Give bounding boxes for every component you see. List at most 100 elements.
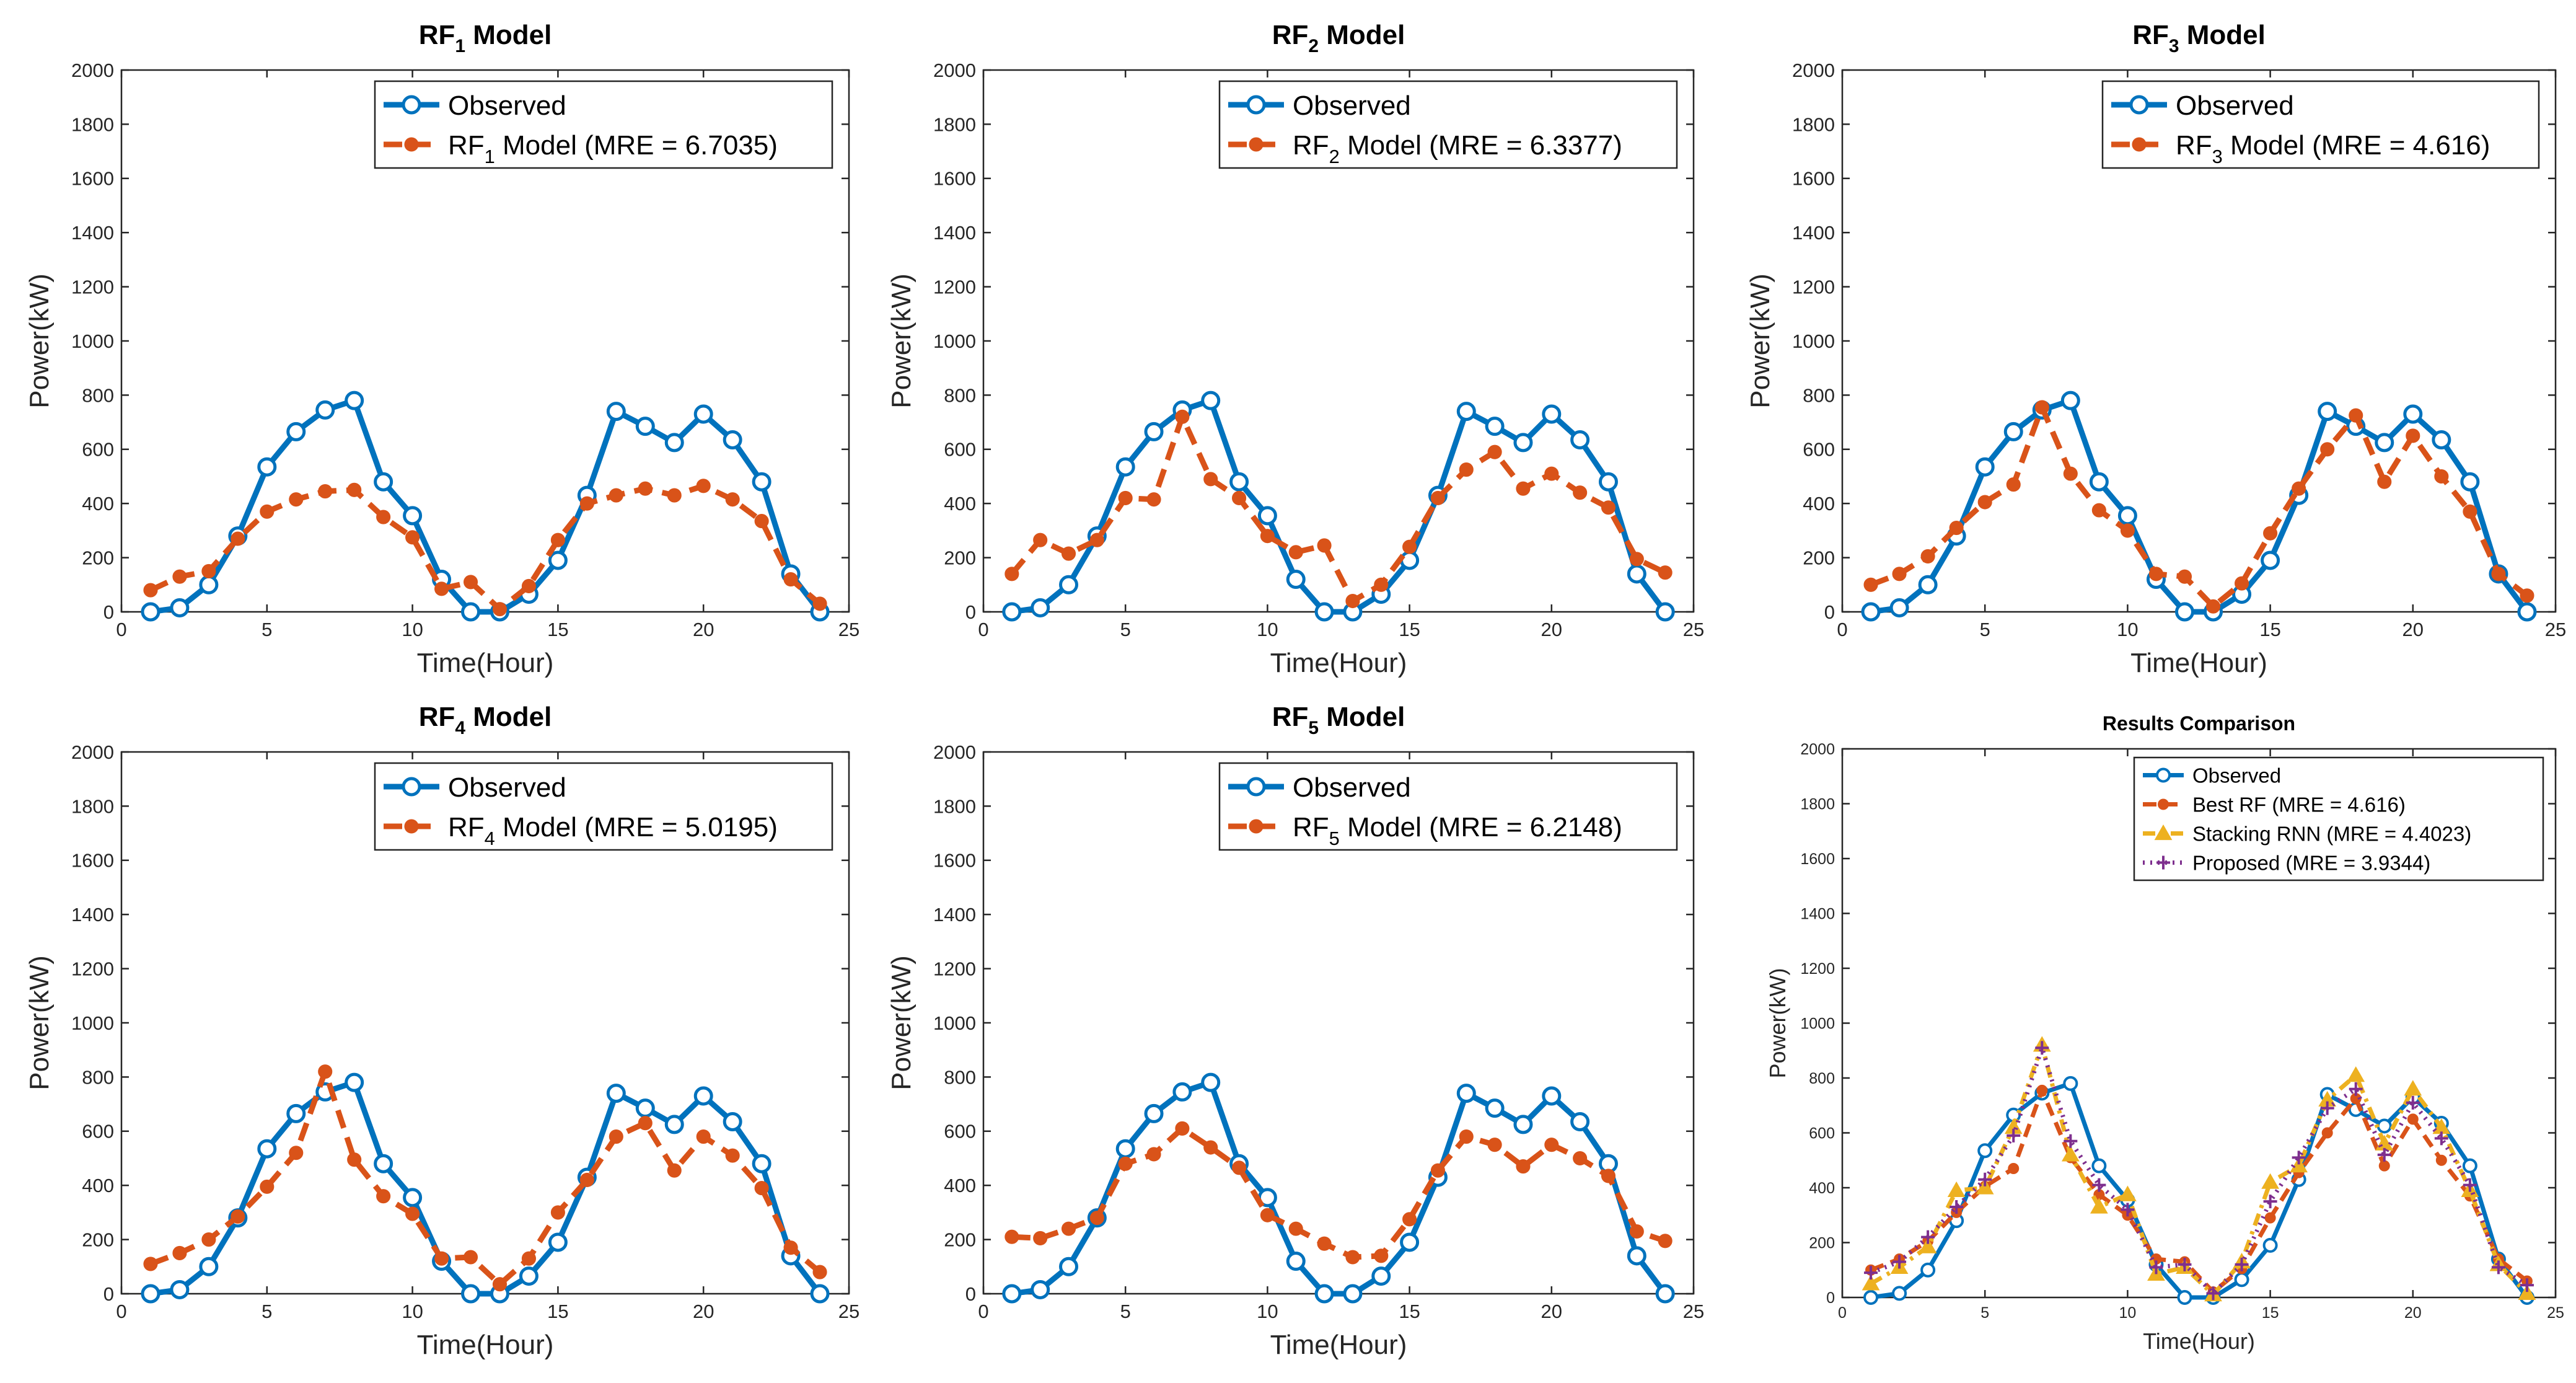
legend-label: Observed <box>1293 772 1411 803</box>
data-point <box>1059 1257 1079 1276</box>
data-point <box>1861 602 1881 622</box>
data-point <box>1343 1284 1363 1304</box>
data-point <box>2404 1080 2422 1096</box>
data-point <box>461 602 481 622</box>
data-point <box>754 1181 769 1196</box>
data-point <box>2121 1203 2135 1217</box>
data-point <box>492 1277 508 1292</box>
series-rf <box>143 479 827 617</box>
data-point <box>1864 1266 1878 1280</box>
data-point <box>1601 500 1616 515</box>
legend-marker <box>2156 855 2170 870</box>
legend-label: Observed <box>2192 764 2281 787</box>
x-axis-label: Time(Hour) <box>2130 648 2267 678</box>
legend-marker <box>402 95 421 115</box>
y-tick-label: 600 <box>82 1121 114 1142</box>
data-point <box>2117 506 2137 526</box>
data-point <box>2375 433 2394 453</box>
data-point <box>2349 1082 2363 1096</box>
data-point <box>2321 1127 2333 1139</box>
y-tick-label: 1400 <box>71 904 114 926</box>
data-point <box>1863 1290 1879 1305</box>
data-point <box>2091 1158 2107 1173</box>
chart-title: RF1 Model <box>419 20 552 56</box>
data-point <box>1977 495 1992 510</box>
data-point <box>1371 1266 1391 1286</box>
data-point <box>2178 1257 2192 1271</box>
data-point <box>2378 1160 2390 1172</box>
data-point <box>257 457 277 477</box>
data-point <box>2377 1147 2391 1162</box>
x-tick-label: 5 <box>1980 1304 1989 1322</box>
x-tick-label: 25 <box>2547 1304 2564 1322</box>
data-point <box>1459 462 1474 477</box>
data-point <box>1456 1084 1476 1103</box>
data-point <box>1655 1284 1675 1304</box>
series-rf <box>143 1064 827 1292</box>
data-point <box>1089 532 1104 547</box>
data-point <box>696 1129 711 1144</box>
data-point <box>2376 1118 2392 1134</box>
data-point <box>1118 1156 1133 1171</box>
data-point <box>2263 526 2278 541</box>
x-tick-label: 0 <box>1837 619 1847 640</box>
data-point <box>1400 550 1420 570</box>
y-tick-label: 800 <box>82 384 114 406</box>
legend-marker <box>1249 137 1264 152</box>
y-tick-label: 1200 <box>71 958 114 979</box>
data-point <box>1004 567 1019 581</box>
data-point <box>1516 481 1531 496</box>
y-tick-label: 600 <box>944 1121 976 1142</box>
data-point <box>2435 1154 2447 1166</box>
y-tick-label: 0 <box>1826 1289 1835 1307</box>
x-tick-label: 0 <box>1838 1304 1847 1322</box>
data-point <box>812 1265 827 1279</box>
data-point <box>2518 1284 2536 1300</box>
data-point <box>2149 1260 2163 1275</box>
data-point <box>2120 523 2135 538</box>
data-point <box>2177 1290 2192 1305</box>
data-point <box>1288 1221 1303 1236</box>
data-point <box>1061 546 1076 561</box>
data-point <box>693 1086 713 1106</box>
x-axis-label: Time(Hour) <box>2143 1328 2255 1354</box>
legend-box <box>2133 756 2544 881</box>
data-point <box>1286 570 1306 590</box>
data-point <box>1573 1151 1588 1166</box>
data-point <box>1004 1229 1019 1244</box>
x-tick-label: 5 <box>1120 619 1131 640</box>
x-tick-label: 10 <box>1257 619 1278 640</box>
data-point <box>1288 545 1303 560</box>
data-point <box>812 596 827 611</box>
data-point <box>1975 457 1995 477</box>
data-point <box>1146 1147 1161 1162</box>
legend-label: RF4 Model (MRE = 5.0195) <box>448 812 778 849</box>
series-proposed <box>1864 1041 2534 1301</box>
data-point <box>1089 1211 1104 1226</box>
data-point <box>1203 472 1218 487</box>
data-point <box>2235 1257 2249 1271</box>
data-point <box>725 492 740 507</box>
legend-entry: Observed <box>1228 772 1411 803</box>
data-point <box>2261 1173 2279 1189</box>
data-point <box>289 1146 304 1160</box>
data-point <box>2206 1286 2220 1301</box>
legend-entry: Stacking RNN (MRE = 4.4023) <box>2143 822 2471 845</box>
data-point <box>521 578 536 594</box>
chart-title: Results Comparison <box>2103 712 2295 735</box>
legend: Observed RF4 Model (MRE = 5.0195) <box>374 762 833 851</box>
data-point <box>2460 472 2480 492</box>
data-point <box>1031 1279 1050 1299</box>
data-point <box>2119 1185 2137 1201</box>
data-point <box>141 602 160 622</box>
legend-entry: Best RF (MRE = 4.616) <box>2143 793 2406 816</box>
data-point <box>579 496 594 511</box>
x-tick-label: 20 <box>1541 1301 1562 1322</box>
y-tick-label: 0 <box>1824 601 1835 623</box>
subplot-2: 0 200 400 600 800 1000 1200 1400 1600 1800 2000 0 5 1… <box>886 20 1704 678</box>
data-point <box>2090 1198 2108 1214</box>
x-axis-label: Time(Hour) <box>1270 1330 1407 1360</box>
data-point <box>1862 1275 1880 1291</box>
legend-marker <box>2158 798 2169 810</box>
data-point <box>492 602 508 617</box>
